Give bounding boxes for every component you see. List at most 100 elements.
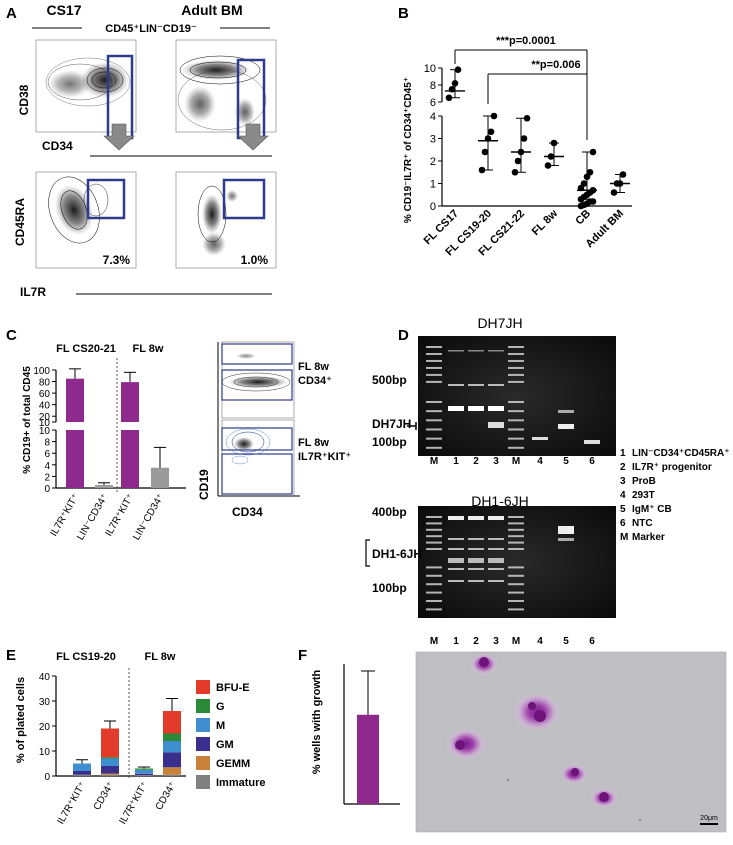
- panel-c-group2: FL 8w: [133, 343, 164, 355]
- marker-band: [426, 583, 442, 586]
- band-pointer-icon: [407, 422, 417, 430]
- data-point: [589, 148, 597, 156]
- flow-plot-cs17-cd38-cd34: [35, 39, 137, 140]
- panel-f-plot: [343, 664, 400, 805]
- band: [488, 422, 504, 428]
- marker-band: [426, 446, 442, 449]
- marker-band: [426, 574, 442, 577]
- x-tick-label: CD34⁺: [92, 780, 117, 812]
- marker-band: [426, 522, 442, 525]
- legend-swatch: [196, 737, 210, 751]
- marker-band: [426, 600, 442, 602]
- panel-a-row1-xlabel: CD34: [42, 139, 73, 153]
- legend-label: Immature: [216, 777, 266, 789]
- marker-band: [426, 608, 442, 611]
- x-tick-label: IL7R⁺KIT⁺: [117, 780, 150, 826]
- marker-band: [508, 437, 524, 440]
- legend-swatch: [196, 775, 210, 789]
- y-tick-label: 0: [44, 484, 50, 495]
- gel1-title: DH7JH: [477, 315, 522, 331]
- gel1-marker-500: 500bp: [372, 373, 407, 387]
- band: [448, 538, 464, 540]
- down-arrow-icon: [237, 123, 269, 151]
- y-tick-label: 6: [44, 449, 50, 460]
- bracket-icon: [365, 539, 370, 567]
- band: [448, 548, 464, 550]
- stacked-segment: [73, 774, 91, 776]
- panel-e-ylabel: % of plated cells: [15, 677, 27, 763]
- data-point: [514, 157, 522, 165]
- legend-key: 3: [620, 476, 626, 487]
- sig-label-2: **p=0.006: [531, 59, 580, 71]
- data-point: [520, 135, 528, 142]
- marker-band: [508, 522, 524, 525]
- stacked-segment: [163, 741, 181, 753]
- data-point: [511, 168, 519, 176]
- band: [468, 568, 484, 570]
- panel-f-ylabel: % wells with growth: [311, 669, 323, 774]
- panel-c-group1: FL CS20-21: [56, 343, 116, 355]
- stacked-segment: [135, 769, 153, 774]
- gel2-marker-target: DH1-6JH: [372, 547, 422, 561]
- y-tick-label: 10: [39, 747, 51, 758]
- lane-label: 5: [563, 636, 569, 647]
- gel2-marker-100: 100bp: [372, 581, 407, 595]
- band: [488, 516, 504, 520]
- y-tick-label: 4: [44, 461, 50, 472]
- flow-ylabel: CD19: [197, 469, 211, 500]
- panel-f: F % wells with growth 20μm: [298, 647, 727, 833]
- data-point: [478, 166, 486, 174]
- legend-text: 293T: [632, 490, 655, 501]
- stacked-segment: [163, 774, 181, 776]
- sig-label-1: ***p=0.0001: [496, 35, 556, 47]
- data-point: [445, 94, 453, 102]
- band: [468, 350, 484, 352]
- marker-band: [426, 359, 442, 362]
- lane-label: M: [512, 456, 520, 467]
- legend-key: 6: [620, 518, 626, 529]
- flow-label-2b: IL7R⁺KIT⁺: [298, 451, 351, 463]
- y-tick-label: 8: [44, 438, 50, 449]
- legend-label: G: [216, 701, 225, 713]
- legend-text: IL7R⁺ progenitor: [632, 462, 712, 473]
- marker-band: [508, 600, 524, 602]
- stacked-segment: [135, 775, 153, 776]
- marker-band: [508, 346, 524, 348]
- marker-band: [426, 516, 442, 518]
- legend-swatch: [196, 699, 210, 713]
- panel-c: C FL CS20-21 FL 8w % CD19+ of total CD45…: [6, 327, 351, 542]
- panel-a-row2-xlabel: IL7R: [20, 285, 46, 299]
- y-tick-label: 100: [33, 366, 50, 377]
- band: [488, 538, 504, 540]
- stacked-segment: [163, 711, 181, 734]
- marker-band: [508, 428, 524, 431]
- y-tick-label: 20: [39, 412, 51, 423]
- flow-plot-bm-cd45ra-il7r: 1.0%: [175, 171, 277, 269]
- band: [488, 568, 504, 570]
- lane-label: 2: [473, 636, 479, 647]
- lane-label: 6: [589, 456, 595, 467]
- legend-key: 5: [620, 504, 626, 515]
- gate-box: [86, 178, 126, 220]
- marker-band: [508, 591, 524, 594]
- band: [558, 526, 574, 534]
- scale-bar-label: 20μm: [700, 815, 718, 822]
- band: [448, 406, 464, 411]
- marker-band: [426, 373, 442, 376]
- band: [532, 437, 548, 440]
- marker-band: [426, 437, 442, 440]
- marker-band: [426, 428, 442, 431]
- legend-swatch: [196, 756, 210, 770]
- legend-label: BFU-E: [216, 682, 250, 694]
- stacked-segment: [101, 757, 119, 759]
- data-point: [589, 198, 597, 205]
- gel2-marker-400: 400bp: [372, 505, 407, 519]
- bar: [151, 467, 169, 488]
- band: [558, 424, 574, 429]
- marker-band: [508, 380, 524, 383]
- marker-band: [508, 583, 524, 586]
- percent-left: 7.3%: [103, 253, 131, 267]
- panel-b: B % CD19⁻IL7R⁺ of CD34⁺CD45⁺ ***p=0.0001…: [398, 5, 632, 258]
- panel-a-letter: A: [6, 5, 17, 22]
